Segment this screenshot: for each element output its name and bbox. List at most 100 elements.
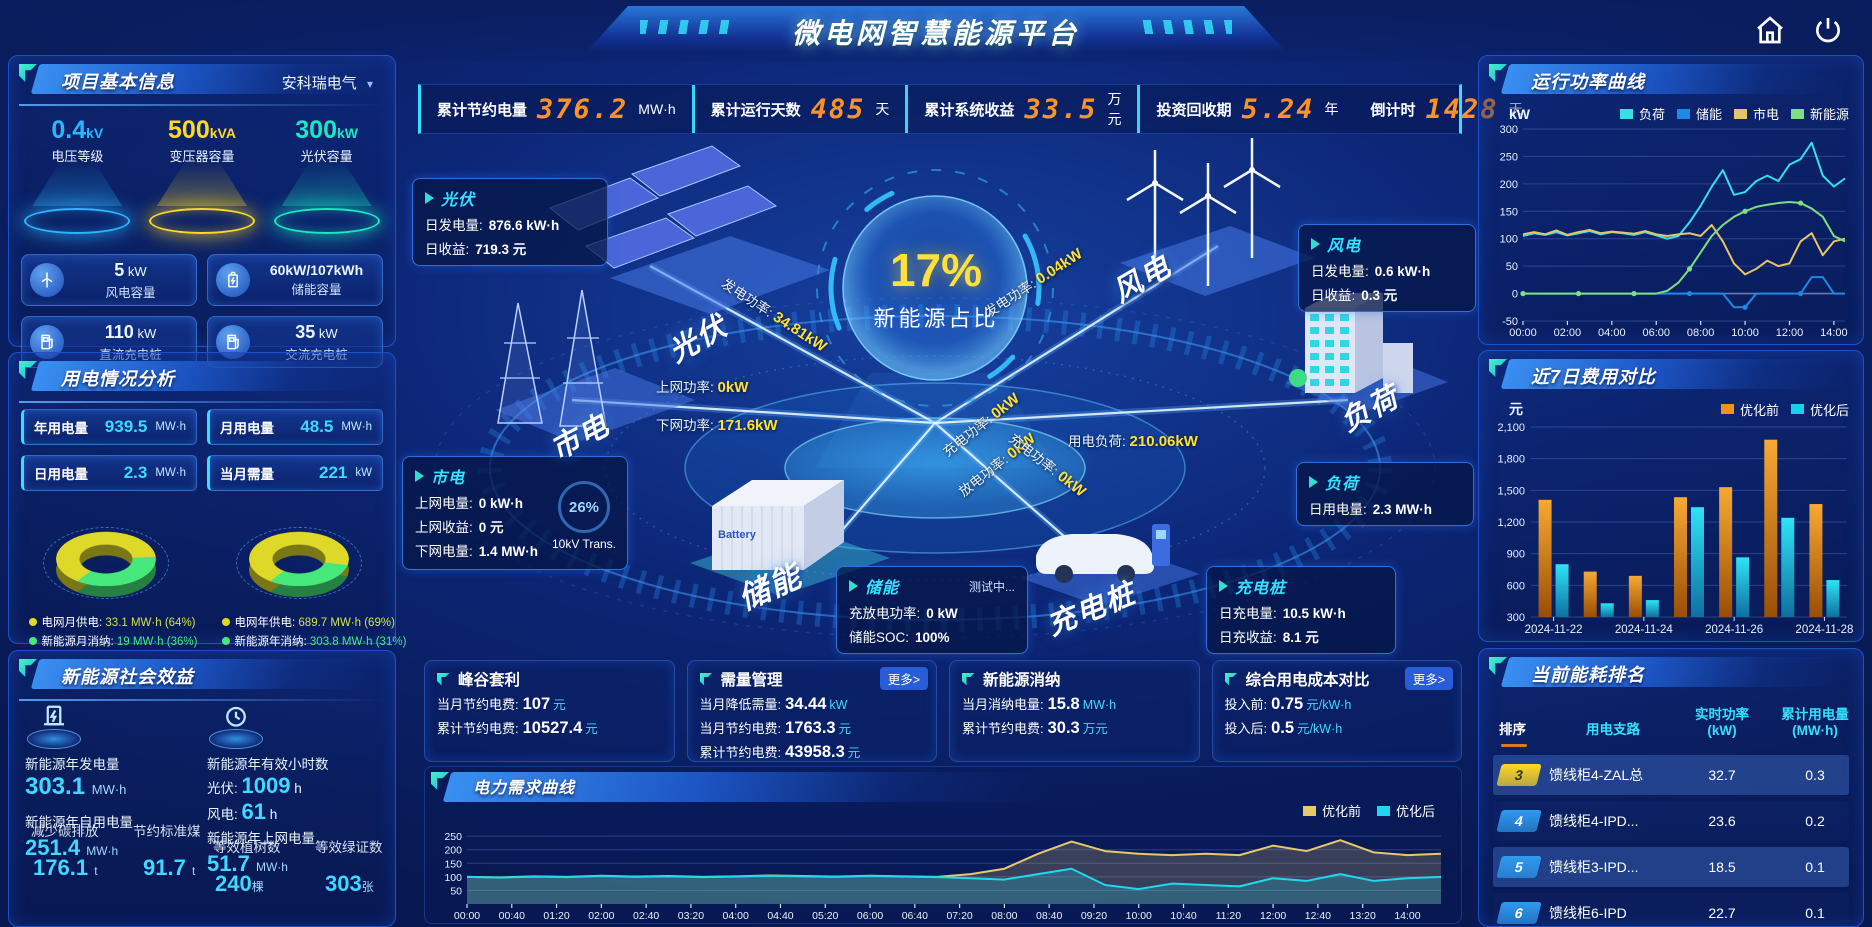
legend-item[interactable]: 优化前 (1302, 801, 1361, 820)
capacity-card-value: 110 kW (104, 321, 157, 342)
svg-text:100: 100 (1500, 234, 1518, 246)
benefit-cards-row: 峰谷套利 当月节约电费: 107 元累计节约电费: 10527.4 元 需量管理 更多> 当月降… (424, 660, 1462, 762)
panel-energy-ranking: 当前能耗排名 排序 用电支路 实时功率 (kW) 累计用电量 (MW·h) 3 馈线柜4-… (1478, 648, 1864, 927)
chip-label: 日用电量 (34, 467, 88, 482)
svg-text:12:00: 12:00 (1776, 327, 1804, 339)
stat-unit: 万元 (1107, 91, 1122, 127)
chevron-right-icon (415, 470, 424, 482)
panel-social-benefits: 新能源社会效益 新能源年发电量 303.1 MW·h 新能源年自用电量 减少碳排… (8, 650, 396, 927)
legend-item[interactable]: 优化后 (1790, 400, 1849, 419)
stat-value: 376.2 (537, 93, 629, 125)
legend-label: 优化后 (1395, 804, 1435, 819)
svg-text:12:00: 12:00 (1260, 910, 1286, 922)
chip-value: 2.3 (123, 463, 148, 482)
card-title: 需量管理 (720, 672, 783, 689)
svg-text:12:40: 12:40 (1305, 910, 1331, 922)
supply-donut-charts: 电网月供电: 33.1 MW·h (64%) 新能源月消纳: 19 MW·h (3… (9, 503, 406, 649)
company-name: 安科瑞电气 (281, 75, 357, 92)
battery-icon (216, 263, 250, 297)
legend-dot-icon (221, 618, 230, 626)
svg-text:200: 200 (444, 845, 462, 857)
card-row: 累计节约电费: 30.3 万元 (962, 719, 1108, 737)
svg-text:04:40: 04:40 (767, 910, 793, 922)
legend-value: 689.7 MW·h (69%) (295, 617, 395, 629)
rank-badge: 5 (1496, 856, 1542, 878)
flow-label-grid-down: 下网功率: 171.6kW (656, 417, 778, 434)
legend-item[interactable]: 负荷 (1619, 104, 1665, 123)
info-box-row: 日充收益: 8.1 元 (1219, 630, 1319, 645)
cost-legend: 优化前 优化后 (1720, 400, 1849, 419)
spotlight-label: 光伏容量 (300, 149, 353, 164)
svg-text:2,100: 2,100 (1497, 422, 1525, 434)
svg-text:05:20: 05:20 (812, 910, 838, 922)
flow-label-grid-up: 上网功率: 0kW (656, 379, 749, 396)
legend-swatch-icon (1720, 404, 1734, 414)
home-icon[interactable] (1754, 14, 1786, 46)
panel-rank-header: 当前能耗排名 (1489, 655, 1854, 693)
legend-item[interactable]: 电网年供电: 689.7 MW·h (69%) (221, 614, 395, 630)
card-corner-icon (962, 672, 975, 686)
info-box-row: 日收益: 719.3 元 (425, 242, 527, 257)
legend-value: 19 MW·h (36%) (113, 636, 198, 648)
panel-cost-compare: 近7日费用对比 元 优化前 优化后 2,100 1,800 1,500 1,200 900… (1478, 350, 1864, 642)
svg-text:08:00: 08:00 (1687, 327, 1715, 339)
info-box-title: 风电 (1327, 238, 1362, 255)
benefit-title: 新能源年自用电量 (25, 815, 133, 830)
card-title: 峰谷套利 (458, 672, 521, 689)
legend-label: 负荷 (1638, 107, 1665, 122)
renewable-percent-label: 新能源占比 (873, 306, 999, 331)
legend-item[interactable]: 新能源年消纳: 303.8 MW·h (31%) (221, 633, 406, 649)
svg-text:14:00: 14:00 (1394, 910, 1420, 922)
chevron-down-icon: ▾ (366, 77, 373, 91)
legend-item[interactable]: 市电 (1733, 104, 1779, 123)
chip-label: 当月需量 (220, 467, 274, 482)
app-title: 微电网智慧能源平台 (791, 18, 1080, 49)
card-corner-icon (1224, 672, 1238, 686)
legend-item[interactable]: 新能源 (1790, 104, 1849, 123)
svg-text:-50: -50 (1502, 316, 1518, 328)
panel-benefit-header: 新能源社会效益 (19, 657, 386, 695)
chip-label: 月用电量 (220, 421, 274, 436)
legend-item[interactable]: 储能 (1676, 104, 1722, 123)
stat-label: 倒计时 (1370, 101, 1416, 119)
svg-text:1,800: 1,800 (1497, 454, 1525, 466)
more-button[interactable]: 更多> (1404, 667, 1453, 690)
svg-text:00:00: 00:00 (454, 910, 480, 922)
info-box-wind: 风电 日发电量: 0.6 kW·h 日收益: 0.3 元 (1298, 224, 1476, 312)
legend-item[interactable]: 电网月供电: 33.1 MW·h (64%) (28, 614, 196, 630)
card-title: 综合用电成本对比 (1245, 672, 1370, 689)
company-selector[interactable]: 安科瑞电气 ▾ (282, 72, 373, 93)
legend-swatch-icon (1676, 108, 1690, 119)
benefit-overlap: 新能源年上网电量 等效植树数 等效绿证数 51.7 MW·h 240棵 303张 (207, 827, 383, 913)
legend-swatch-icon (1376, 805, 1390, 816)
legend-label: 电网月供电: (41, 617, 103, 629)
svg-text:00:40: 00:40 (499, 910, 525, 922)
legend-item[interactable]: 优化前 (1720, 400, 1779, 419)
card-row: 当月降低需量: 34.44 kW (699, 695, 848, 713)
legend-item[interactable]: 优化后 (1376, 801, 1435, 820)
stat-label: 累计运行天数 (710, 101, 801, 119)
power-button-icon[interactable] (1812, 14, 1844, 46)
more-button[interactable]: 更多> (879, 667, 928, 690)
spotlight-pad-icon (24, 208, 131, 234)
svg-text:04:00: 04:00 (723, 910, 749, 922)
axis-unit-label: 元 (1509, 401, 1523, 417)
card-row: 当月消纳电量: 15.8 MW·h (962, 695, 1117, 713)
svg-text:1,200: 1,200 (1497, 517, 1525, 529)
legend-label: 新能源年消纳: (234, 636, 307, 648)
hours-icon (207, 703, 265, 749)
table-row: 5 馈线柜3-IPD... 18.5 0.1 (1493, 847, 1849, 887)
benefit-col-hours: 新能源年有效小时数 光伏: 1009 h 风电: 61 h 新能源年上网电量 等… (207, 703, 383, 913)
chevron-right-icon (425, 192, 434, 204)
legend-item[interactable]: 新能源月消纳: 19 MW·h (36%) (28, 633, 197, 649)
stat-label: 累计系统收益 (924, 101, 1015, 119)
info-box-title: 充电桩 (1235, 580, 1287, 597)
info-box-row: 日充电量: 10.5 kW·h (1219, 606, 1346, 621)
panel-project-info: 项目基本信息 安科瑞电气 ▾ 0.4kV 电压等级 500kVA 变压器容量 300kW… (8, 55, 396, 368)
svg-text:0: 0 (1512, 289, 1518, 301)
info-box-grid: 市电 上网电量: 0 kW·h 上网收益: 0 元下网电量: 1.4 MW·h 26% 10k… (402, 456, 628, 570)
spotlight-cone-icon (32, 160, 123, 206)
svg-text:04:00: 04:00 (1598, 327, 1626, 339)
svg-text:2024-11-28: 2024-11-28 (1795, 624, 1853, 636)
